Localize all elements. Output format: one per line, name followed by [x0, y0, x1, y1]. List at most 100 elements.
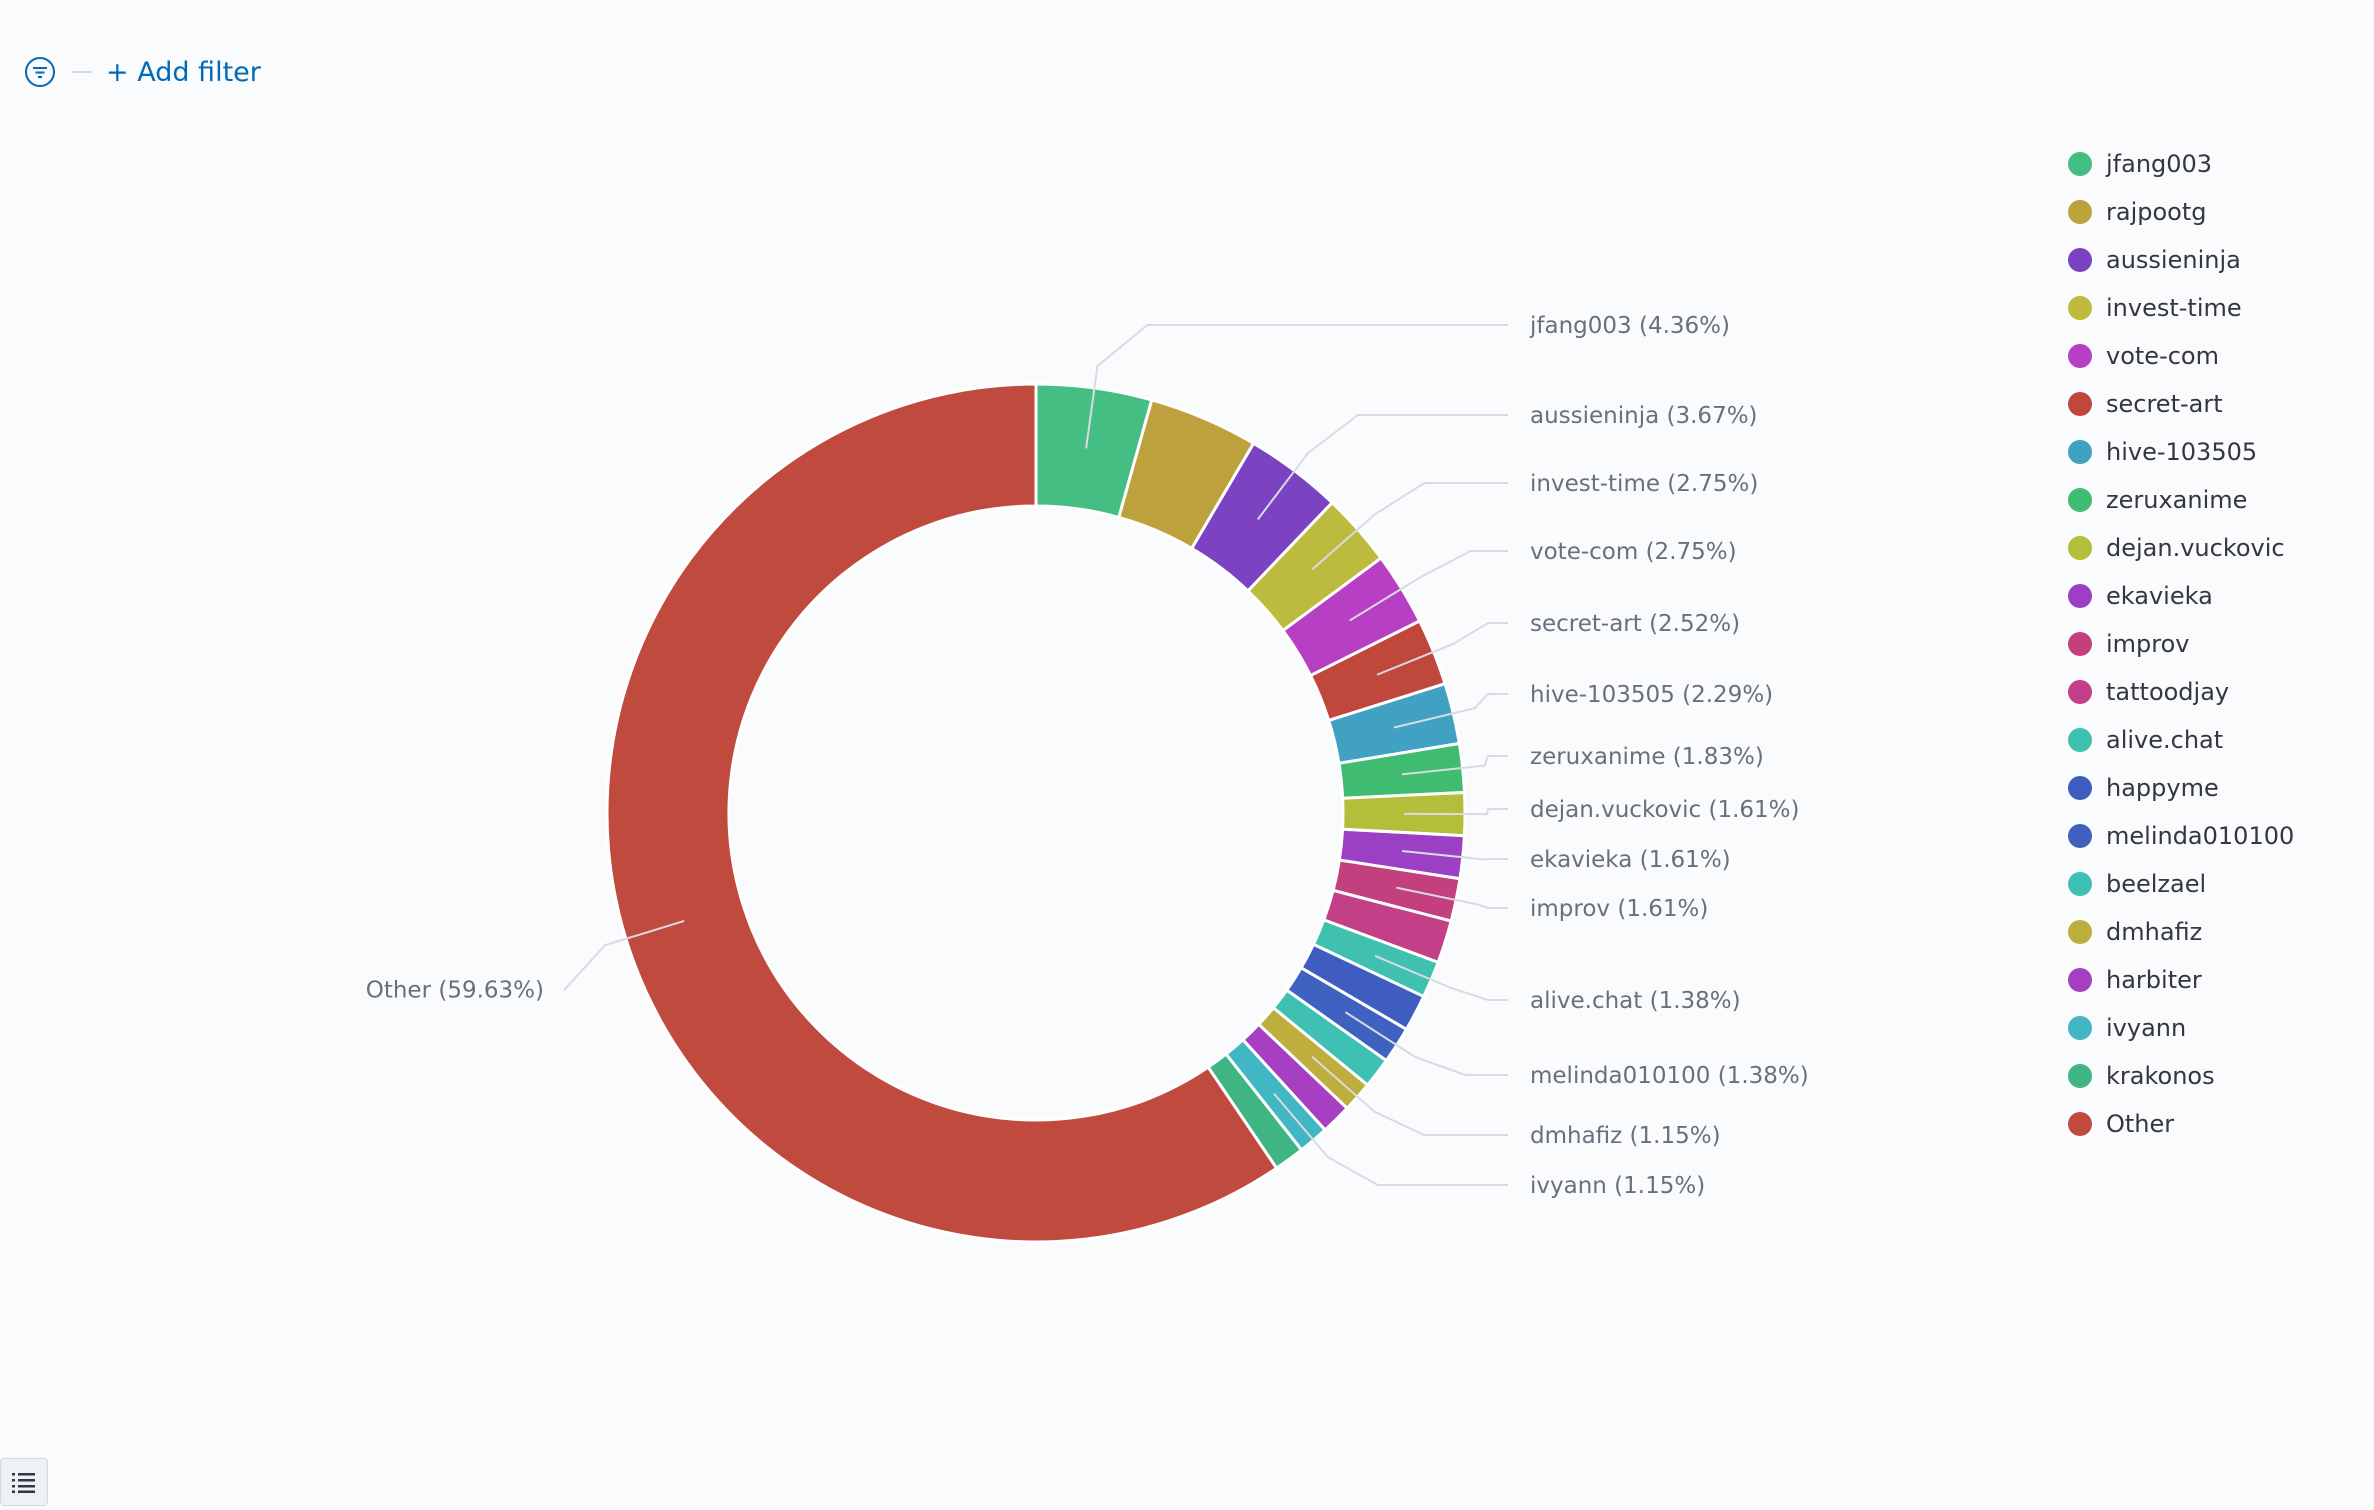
- legend-item-vote-com[interactable]: vote-com: [2068, 332, 2294, 380]
- legend-item-happyme[interactable]: happyme: [2068, 764, 2294, 812]
- callout-label-jfang003: jfang003 (4.36%): [1529, 313, 1730, 339]
- legend-item-invest-time[interactable]: invest-time: [2068, 284, 2294, 332]
- legend-color-dot: [2068, 392, 2092, 416]
- legend-label: vote-com: [2106, 342, 2219, 370]
- legend-color-dot: [2068, 248, 2092, 272]
- callout-line-vote-com: [1349, 550, 1508, 622]
- legend-color-dot: [2068, 440, 2092, 464]
- callout-label-invest-time: invest-time (2.75%): [1530, 471, 1758, 497]
- callout-line-secret-art: [1376, 622, 1508, 676]
- legend-item-jfang003[interactable]: jfang003: [2068, 140, 2294, 188]
- legend-color-dot: [2068, 776, 2092, 800]
- legend-label: aussieninja: [2106, 246, 2241, 274]
- legend-color-dot: [2068, 200, 2092, 224]
- callout-line-aussieninja: [1257, 414, 1508, 520]
- add-filter-button[interactable]: + Add filter: [106, 56, 261, 88]
- legend-item-aussieninja[interactable]: aussieninja: [2068, 236, 2294, 284]
- callout-label-improv: improv (1.61%): [1530, 896, 1708, 922]
- legend-label: beelzael: [2106, 870, 2207, 898]
- legend-label: zeruxanime: [2106, 486, 2248, 514]
- legend-item-hive-103505[interactable]: hive-103505: [2068, 428, 2294, 476]
- legend-label: tattoodjay: [2106, 678, 2230, 706]
- legend-label: dejan.vuckovic: [2106, 534, 2285, 562]
- callout-label-zeruxanime: zeruxanime (1.83%): [1530, 744, 1764, 770]
- legend-color-dot: [2068, 920, 2092, 944]
- callout-line-other: [562, 919, 685, 991]
- callout-label-alive-chat: alive.chat (1.38%): [1530, 988, 1741, 1014]
- legend-color-dot: [2068, 152, 2092, 176]
- legend-color-dot: [2068, 1112, 2092, 1136]
- legend-item-dejan-vuckovic[interactable]: dejan.vuckovic: [2068, 524, 2294, 572]
- legend-label: alive.chat: [2106, 726, 2224, 754]
- callout-line-invest-time: [1311, 482, 1508, 571]
- list-icon: [12, 1473, 35, 1493]
- legend-label: hive-103505: [2106, 438, 2258, 466]
- legend-color-dot: [2068, 1016, 2092, 1040]
- legend-color-dot: [2068, 872, 2092, 896]
- legend-item-improv[interactable]: improv: [2068, 620, 2294, 668]
- callout-line-alive-chat: [1374, 955, 1508, 1001]
- filter-icon: [25, 57, 55, 87]
- legend-item-secret-art[interactable]: secret-art: [2068, 380, 2294, 428]
- legend-item-ivyann[interactable]: ivyann: [2068, 1004, 2294, 1052]
- legend-label: ivyann: [2106, 1014, 2187, 1042]
- legend-label: krakonos: [2106, 1062, 2215, 1090]
- legend-color-dot: [2068, 584, 2092, 608]
- legend-color-dot: [2068, 344, 2092, 368]
- callout-label-other: Other (59.63%): [366, 977, 544, 1003]
- legend-item-krakonos[interactable]: krakonos: [2068, 1052, 2294, 1100]
- legend-color-dot: [2068, 296, 2092, 320]
- callout-label-dejan-vuckovic: dejan.vuckovic (1.61%): [1530, 797, 1800, 823]
- filter-separator: [72, 71, 92, 73]
- legend-label: improv: [2106, 630, 2190, 658]
- legend-color-dot: [2068, 728, 2092, 752]
- legend-color-dot: [2068, 536, 2092, 560]
- legend-color-dot: [2068, 1064, 2092, 1088]
- slice-other[interactable]: [605, 382, 1279, 1244]
- callout-label-vote-com: vote-com (2.75%): [1530, 539, 1737, 565]
- filter-options-button[interactable]: [22, 54, 58, 90]
- callout-label-melinda010100: melinda010100 (1.38%): [1530, 1063, 1809, 1089]
- callout-line-improv: [1396, 886, 1508, 909]
- callout-line-dmhafiz: [1311, 1055, 1508, 1136]
- legend-item-beelzael[interactable]: beelzael: [2068, 860, 2294, 908]
- legend-color-dot: [2068, 632, 2092, 656]
- legend-label: Other: [2106, 1110, 2175, 1138]
- callout-line-melinda010100: [1344, 1011, 1508, 1076]
- legend-label: ekavieka: [2106, 582, 2213, 610]
- legend-label: rajpootg: [2106, 198, 2207, 226]
- legend-item-melinda010100[interactable]: melinda010100: [2068, 812, 2294, 860]
- legend-item-dmhafiz[interactable]: dmhafiz: [2068, 908, 2294, 956]
- callout-line-ivyann: [1273, 1092, 1508, 1186]
- legend-label: jfang003: [2106, 150, 2213, 178]
- legend-label: invest-time: [2106, 294, 2242, 322]
- legend-item-alive-chat[interactable]: alive.chat: [2068, 716, 2294, 764]
- legend-item-tattoodjay[interactable]: tattoodjay: [2068, 668, 2294, 716]
- donut-slices: [605, 382, 1467, 1244]
- callout-line-hive-103505: [1393, 693, 1508, 729]
- legend-item-other[interactable]: Other: [2068, 1100, 2294, 1148]
- legend-label: secret-art: [2106, 390, 2223, 418]
- legend-color-dot: [2068, 824, 2092, 848]
- callout-line-dejan-vuckovic: [1403, 808, 1508, 816]
- legend-color-dot: [2068, 680, 2092, 704]
- legend-toggle-button[interactable]: [0, 1458, 48, 1506]
- legend-label: harbiter: [2106, 966, 2202, 994]
- legend-label: dmhafiz: [2106, 918, 2203, 946]
- legend-color-dot: [2068, 968, 2092, 992]
- legend-item-zeruxanime[interactable]: zeruxanime: [2068, 476, 2294, 524]
- callout-line-zeruxanime: [1401, 755, 1508, 776]
- callout-line-jfang003: [1085, 324, 1508, 449]
- legend-item-harbiter[interactable]: harbiter: [2068, 956, 2294, 1004]
- legend-item-ekavieka[interactable]: ekavieka: [2068, 572, 2294, 620]
- slice-callouts: jfang003 (4.36%) aussieninja (3.67%) inves…: [366, 313, 1809, 1199]
- callout-label-ekavieka: ekavieka (1.61%): [1530, 847, 1731, 873]
- callout-label-secret-art: secret-art (2.52%): [1530, 611, 1740, 637]
- callout-label-ivyann: ivyann (1.15%): [1530, 1173, 1705, 1199]
- legend-label: melinda010100: [2106, 822, 2295, 850]
- callout-label-aussieninja: aussieninja (3.67%): [1530, 403, 1758, 429]
- callout-label-dmhafiz: dmhafiz (1.15%): [1530, 1123, 1721, 1149]
- legend-item-rajpootg[interactable]: rajpootg: [2068, 188, 2294, 236]
- filter-bar: + Add filter: [22, 52, 261, 92]
